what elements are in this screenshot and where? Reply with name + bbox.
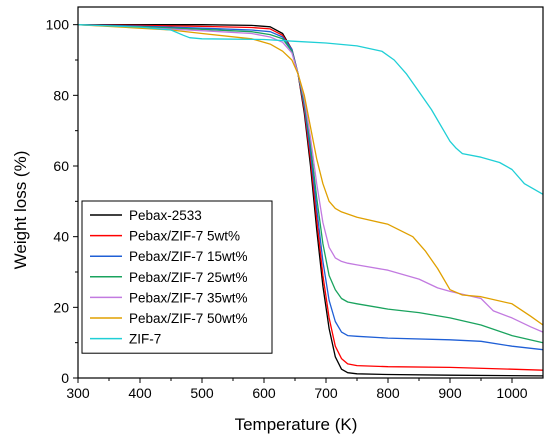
series-line-7 <box>77 24 544 195</box>
series-layer <box>77 24 544 377</box>
y-tick-label: 20 <box>53 299 69 315</box>
x-tick-label: 1000 <box>496 385 527 401</box>
legend-label: Pebax/ZIF-7 5wt% <box>129 229 240 244</box>
series-line-4 <box>77 24 544 344</box>
y-tick-label: 100 <box>46 17 70 33</box>
x-tick-label: 800 <box>376 385 400 401</box>
legend-label: Pebax/ZIF-7 35wt% <box>129 290 248 305</box>
series-line-5 <box>77 24 544 333</box>
x-tick-label: 600 <box>252 385 276 401</box>
legend-label: Pebax-2533 <box>129 208 202 223</box>
legend-label: Pebax/ZIF-7 50wt% <box>129 311 248 326</box>
x-tick-label: 500 <box>190 385 214 401</box>
y-axis-title: Weight loss (%) <box>11 151 30 270</box>
series-line-2 <box>77 24 544 371</box>
x-tick-label: 300 <box>66 385 90 401</box>
series-line-1 <box>78 24 544 377</box>
x-tick-label: 400 <box>128 385 152 401</box>
series-line-6 <box>77 24 544 326</box>
legend-label: Pebax/ZIF-7 15wt% <box>129 249 248 264</box>
series-line-3 <box>77 24 544 351</box>
y-tick-label: 60 <box>53 158 69 174</box>
x-tick-label: 700 <box>314 385 338 401</box>
legend-label: ZIF-7 <box>129 332 161 347</box>
legend-label: Pebax/ZIF-7 25wt% <box>129 270 248 285</box>
y-tick-label: 80 <box>53 87 69 103</box>
legend: Pebax-2533 Pebax/ZIF-7 5wt% Pebax/ZIF-7 15… <box>81 200 273 354</box>
y-tick-label: 0 <box>61 370 69 386</box>
x-tick-label: 900 <box>438 385 462 401</box>
axis-layer: 300 400 500 600 700 800 900 1000 0 20 40 60 80 100 <box>46 6 544 401</box>
x-axis-title: Temperature (K) <box>235 415 358 434</box>
plot-frame <box>77 6 544 379</box>
y-tick-label: 40 <box>53 229 69 245</box>
